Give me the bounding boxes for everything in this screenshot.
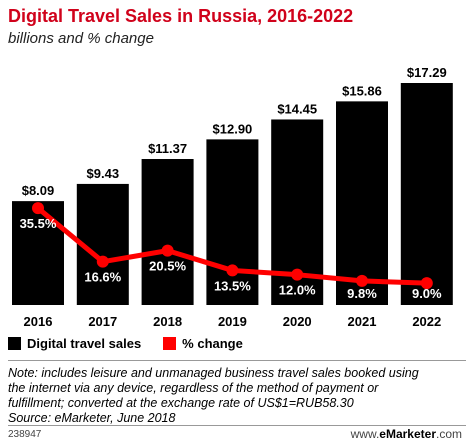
line-point: [291, 268, 304, 281]
note-line-3: fulfillment; converted at the exchange r…: [8, 396, 354, 410]
note-source: Source: eMarketer, June 2018: [8, 411, 176, 425]
line-point: [161, 244, 174, 257]
brand-name: eMarketer: [379, 427, 436, 441]
bar: [336, 101, 388, 305]
legend-swatch-bars: [8, 337, 21, 350]
x-tick-label: 2022: [412, 314, 441, 329]
x-tick-label: 2017: [88, 314, 117, 329]
line-point: [32, 202, 44, 215]
line-value-label: 9.0%: [412, 286, 442, 301]
divider-bottom: [8, 425, 466, 426]
chart-note: Note: includes leisure and unmanaged bus…: [8, 366, 466, 426]
line-point: [96, 255, 109, 268]
bar-value-label: $8.09: [22, 183, 55, 198]
x-tick-label: 2016: [24, 314, 53, 329]
bar-value-label: $12.90: [213, 121, 253, 136]
line-value-label: 13.5%: [214, 278, 251, 293]
chart-title: Digital Travel Sales in Russia, 2016-202…: [8, 6, 354, 26]
note-line-2: the internet via any device, regardless …: [8, 381, 379, 395]
legend-item-line: % change: [163, 336, 243, 351]
line-value-label: 20.5%: [149, 259, 186, 274]
bar: [400, 83, 453, 305]
x-tick-label: 2021: [348, 314, 377, 329]
chart-plot: $8.09 $9.43 $11.37 $12.90 $14.45 $15.86 $17.29…: [12, 65, 453, 329]
chart-legend: Digital travel sales % change: [8, 336, 265, 351]
bar-value-label: $15.86: [342, 83, 382, 98]
line-value-label: 35.5%: [20, 216, 57, 231]
legend-label-bars: Digital travel sales: [27, 336, 142, 351]
line-value-label: 12.0%: [279, 283, 316, 298]
brand-suffix: .com: [435, 427, 462, 441]
bar-value-label: $17.29: [407, 65, 447, 80]
bar-value-label: $11.37: [148, 141, 187, 156]
chart-id: 238947: [8, 429, 42, 440]
divider-top: [8, 360, 466, 361]
x-tick-label: 2019: [218, 314, 247, 329]
line-point: [356, 274, 368, 287]
line-value-label: 16.6%: [84, 270, 121, 285]
bar-value-label: $14.45: [277, 101, 317, 116]
bar: [12, 201, 64, 305]
legend-label-line: % change: [182, 336, 243, 351]
note-line-1: Note: includes leisure and unmanaged bus…: [8, 366, 419, 380]
line-value-label: 9.8%: [347, 286, 377, 301]
brand-logo[interactable]: www.eMarketer.com: [351, 427, 462, 441]
x-tick-label: 2020: [283, 314, 312, 329]
x-tick-label: 2018: [153, 314, 182, 329]
line-point: [420, 277, 433, 290]
bar-value-label: $9.43: [87, 166, 120, 181]
brand-prefix: www.: [350, 427, 380, 441]
legend-swatch-line: [163, 337, 177, 350]
bar: [141, 159, 194, 305]
line-point: [226, 264, 239, 277]
legend-item-bars: Digital travel sales: [8, 336, 141, 351]
bar: [206, 139, 259, 305]
chart-subtitle: billions and % change: [8, 30, 154, 47]
